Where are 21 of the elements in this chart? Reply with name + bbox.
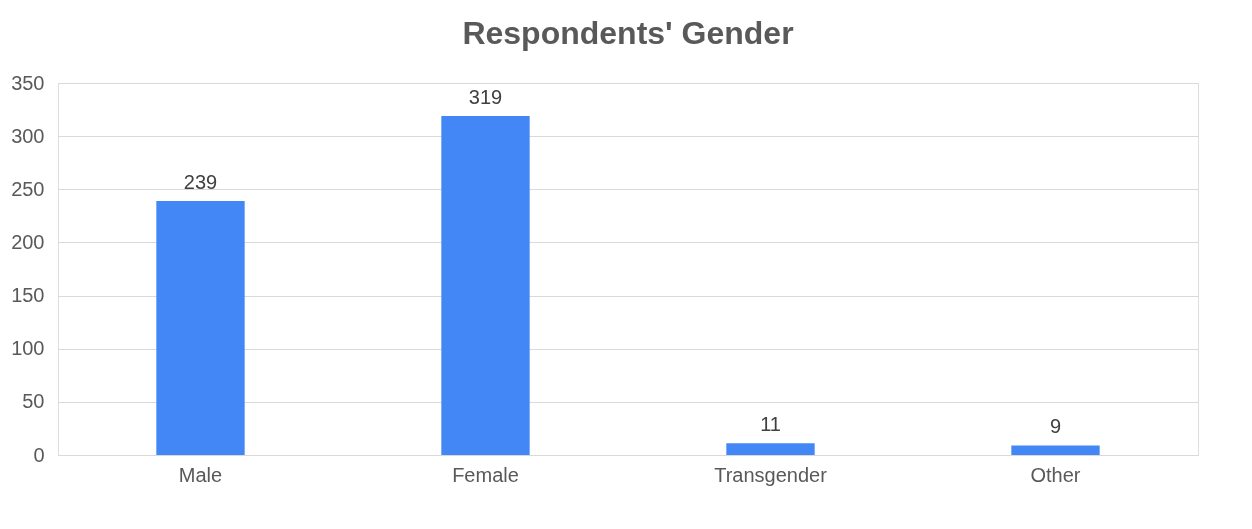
y-tick-label: 300 [11, 124, 45, 147]
bar [726, 443, 815, 455]
y-tick-label: 100 [11, 337, 45, 360]
bar [1011, 445, 1100, 455]
y-tick-label: 250 [11, 177, 45, 200]
x-tick-label: Other [1030, 463, 1081, 486]
bar [441, 115, 530, 455]
data-label: 239 [183, 170, 218, 193]
y-tick-label: 150 [11, 284, 45, 307]
data-label: 319 [468, 85, 503, 108]
y-tick-label: 0 [33, 443, 45, 466]
data-label: 11 [760, 413, 781, 436]
bar [156, 200, 245, 455]
x-tick-label: Male [178, 463, 223, 486]
x-tick-label: Transgender [714, 463, 828, 486]
y-tick-label: 350 [11, 71, 45, 94]
y-tick-label: 50 [22, 390, 45, 413]
chart-title: Respondents' Gender [462, 15, 794, 51]
data-label: 9 [1049, 415, 1062, 438]
x-tick-label: Female [452, 463, 519, 486]
y-tick-label: 200 [11, 230, 45, 253]
